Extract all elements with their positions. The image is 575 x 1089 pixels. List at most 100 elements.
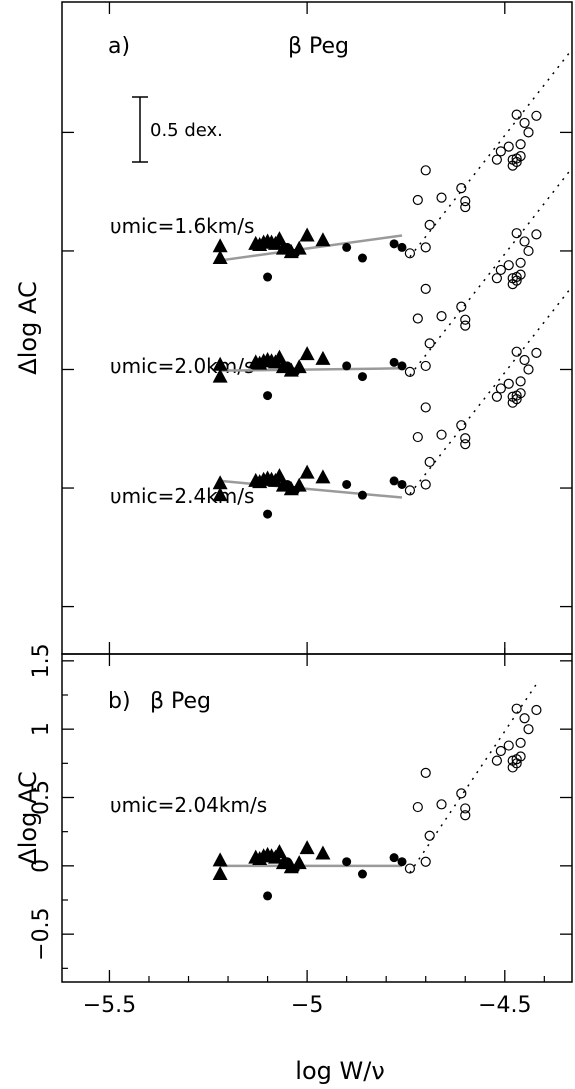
panel-a-group-1-triangle-point	[315, 232, 331, 247]
y-tick-label: 0	[29, 859, 54, 873]
panel-a-group-1-open-point	[495, 146, 506, 157]
panel-a-group-2-open-point	[503, 260, 514, 271]
x-tick-label: −5	[291, 993, 323, 1018]
panel-b-open-point	[436, 799, 447, 810]
panel-b-triangle-point	[299, 840, 315, 855]
panel-a-group-2-filled-point	[397, 361, 407, 371]
panel-a-group-1-fit-line	[219, 234, 403, 262]
panel-b-filled-point	[397, 857, 407, 867]
panel-a-group-2-open-point	[456, 301, 467, 312]
panel-a-ticks	[62, 2, 572, 654]
panel-a-group-3-filled-point	[282, 479, 292, 489]
panel-a-group-2-open-point	[420, 283, 431, 294]
panel-a-star: β Peg	[288, 34, 349, 59]
panel-a-group-1-open-point	[460, 196, 471, 207]
panel-b-open-point	[503, 740, 514, 751]
panel-a-group-3-open-point	[420, 479, 431, 490]
panel-a-group-1-triangle-point	[212, 250, 228, 265]
panel-a-group-3-triangle-point	[299, 464, 315, 479]
panel-a-group-2-filled-point	[357, 372, 367, 382]
panel-a-group-2-triangle-point	[315, 350, 331, 365]
panel-a-group-1-filled-point	[342, 242, 352, 252]
panel-a-group-3-filled-point	[342, 479, 352, 489]
y-tick-label: 0.5	[29, 780, 54, 815]
scale-bar: 0.5 dex.	[132, 96, 223, 163]
panel-a-group-3-open-point	[436, 429, 447, 440]
panel-a-group-2-open-point	[515, 257, 526, 268]
panel-b-y-axis-title: Δlog AC	[14, 771, 42, 864]
panel-a-group-3-filled-point	[290, 485, 300, 495]
panel-a-y-axis-title: Δlog AC	[14, 281, 42, 374]
panel-a-group-2-open-point	[515, 269, 526, 280]
y-tick-label: −0.5	[29, 907, 54, 960]
panel-a-frame	[61, 1, 573, 655]
panel-b-open-point	[456, 788, 467, 799]
panel-a-group-3-open-point	[404, 485, 416, 496]
panel-a-group-1-open-point	[519, 117, 530, 129]
panel-b-open-point	[412, 801, 423, 813]
panel-b-open-point	[519, 713, 530, 724]
panel-a-group-3-open-point	[424, 456, 435, 468]
y-tick-label: 1	[29, 722, 54, 736]
panel-a-group-3-open-point	[491, 391, 502, 402]
panel-a-group-2-open-point	[460, 314, 471, 325]
panel-a-group-1-open-point	[460, 201, 471, 213]
panel-b-marks	[212, 683, 542, 901]
panel-a-group-2-open-point	[511, 228, 522, 239]
panel-a-group-2-open-point	[412, 313, 423, 324]
panel-b-triangle-point	[212, 866, 228, 881]
panel-a-group-1-triangle-point	[271, 231, 287, 246]
panel-a-group-3-open-point	[531, 347, 542, 358]
panel-a-group-2-filled-point	[342, 361, 352, 371]
panel-b-open-point	[491, 755, 502, 766]
group-label-1: υmic=1.6km/s	[110, 214, 254, 238]
panel-a-group-1-filled-point	[263, 272, 273, 282]
panel-a-group-3-open-point	[515, 376, 526, 387]
panel-b-open-point	[515, 751, 526, 762]
panel-b-open-point	[420, 767, 431, 779]
panel-a-group-1-open-point	[491, 154, 502, 165]
panel-b-filled-point	[342, 857, 352, 867]
panel-b-open-point	[523, 724, 534, 735]
panel-a-group-2-open-point	[495, 264, 506, 276]
panel-a-group-1-open-point	[523, 127, 534, 138]
panel-a-group-3-filled-point	[357, 490, 367, 500]
panel-a-group-3-open-point	[420, 402, 431, 413]
panel-b-filled-point	[263, 891, 273, 901]
panel-a-group-3-filled-point	[263, 509, 273, 519]
panel-b-open-point	[515, 737, 526, 748]
panel-a-group-2-open-point	[531, 229, 542, 240]
panel-b-star: β Peg	[150, 689, 211, 714]
panel-a-group-2-open-point	[436, 311, 447, 322]
panel-a-group-1-triangle-point	[212, 238, 228, 253]
panel-a-group-2-triangle-point	[299, 346, 315, 361]
x-tick-label: −4.5	[478, 993, 531, 1018]
panel-a-group-1-open-point	[511, 109, 522, 120]
panel-b-triangle-point	[212, 852, 228, 867]
panel-b-ticks: −5.5 −5 −4.5 −0.5 0 0.5 1 1.5	[29, 643, 572, 1018]
group-label-3: υmic=2.4km/s	[110, 484, 254, 508]
panel-b-open-point	[404, 863, 416, 874]
panel-a-group-2-open-point	[404, 366, 416, 377]
panel-a-group-1-filled-point	[397, 242, 407, 252]
panel-a-group-1-open-point	[424, 219, 435, 230]
panel-a-group-1-triangle-point	[299, 227, 315, 242]
panel-a-group-1-open-point	[412, 194, 423, 206]
panel-b-filled-point	[357, 869, 367, 879]
panel-a-group-3-triangle-point	[271, 468, 287, 483]
panel-b-open-point	[424, 830, 435, 841]
panel-a-group-1-filled-point	[290, 248, 300, 258]
panel-a-group-2-triangle-point	[212, 368, 228, 383]
panel-b-open-point	[460, 803, 471, 814]
panel-a-group-3-open-point	[523, 364, 534, 375]
panel-a-group-3-open-point	[503, 378, 514, 389]
panel-b-open-point	[531, 704, 542, 716]
panel-a-group-1-open-point	[436, 192, 447, 203]
panel-a-group-2-filled-point	[290, 367, 300, 377]
panel-a-group-3-open-point	[511, 346, 522, 357]
panel-a-group-1-open-point	[515, 139, 526, 150]
panel-b: b) β Peg υmic=2.04km/s −5.5 −5 −4.5 −0.5 0 0.…	[29, 643, 573, 1018]
panel-a-group-3-open-point	[515, 388, 526, 399]
panel-a-group-1-filled-point	[389, 239, 399, 249]
